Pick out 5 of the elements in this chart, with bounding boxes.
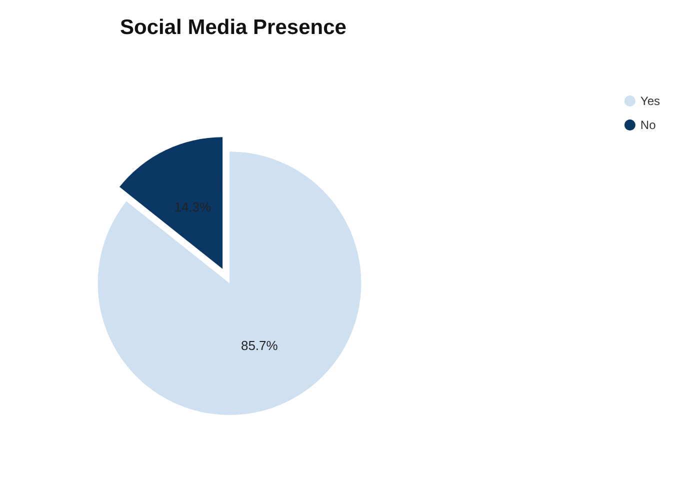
- legend-label: No: [640, 118, 656, 132]
- legend-label: Yes: [640, 94, 660, 108]
- data-label: 14.3%: [174, 199, 212, 214]
- chart-title: Social Media Presence: [120, 16, 346, 39]
- data-label: 85.7%: [240, 338, 278, 353]
